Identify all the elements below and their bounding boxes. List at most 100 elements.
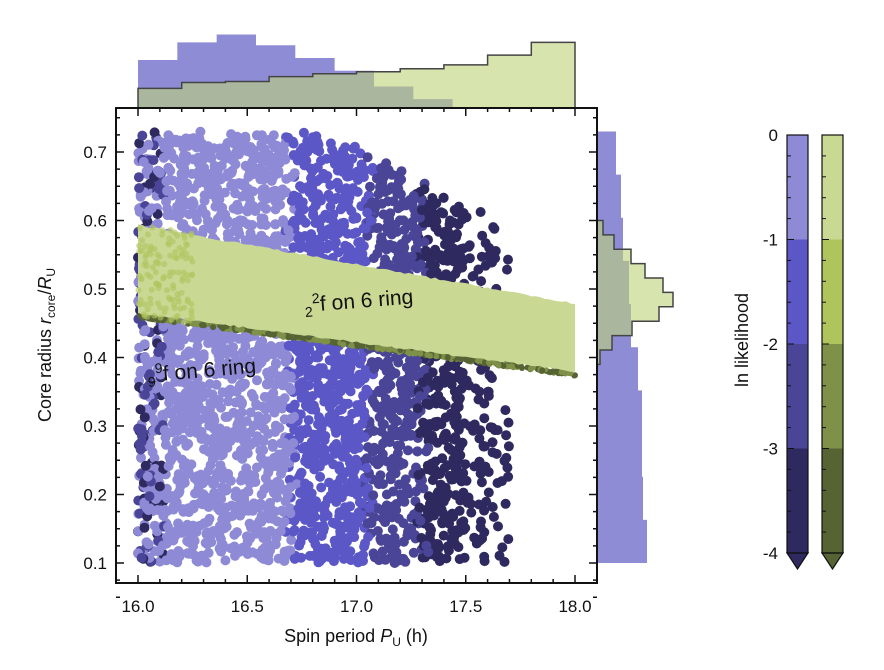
scatter-point-purple — [422, 372, 433, 383]
scatter-point-purple — [394, 460, 405, 471]
scatter-point-purple — [176, 221, 187, 231]
scatter-point-purple — [440, 412, 451, 423]
scatter-point-purple — [341, 430, 351, 441]
scatter-point-purple — [349, 532, 360, 543]
scatter-point-purple — [372, 248, 383, 259]
scatter-point-purple — [181, 199, 192, 210]
scatter-point-purple — [412, 403, 423, 414]
scatter-point-purple — [229, 541, 240, 552]
scatter-point-purple — [221, 514, 232, 525]
scatter-point-purple — [479, 413, 490, 424]
scatter-point-purple — [163, 130, 174, 141]
scatter-point-purple — [275, 199, 286, 210]
scatter-point-purple — [149, 453, 160, 464]
scatter-point-purple — [314, 412, 324, 423]
scatter-point-purple — [199, 195, 210, 206]
scatter-point-green — [153, 280, 159, 287]
scatter-point-purple — [145, 440, 156, 451]
scatter-point-purple — [205, 435, 216, 446]
scatter-point-purple — [309, 455, 320, 466]
scatter-point-purple — [386, 431, 397, 442]
scatter-point-purple — [353, 237, 364, 248]
scatter-point-purple — [134, 342, 145, 353]
scatter-point-purple — [249, 234, 260, 245]
scatter-point-purple — [475, 207, 486, 217]
scatter-point-purple — [348, 473, 359, 484]
scatter-point-purple — [416, 533, 427, 543]
scatter-point-purple — [335, 529, 346, 540]
scatter-point-purple — [294, 200, 305, 211]
scatter-point-purple — [338, 354, 349, 365]
scatter-point-purple — [139, 522, 150, 533]
scatter-point-purple — [467, 271, 478, 282]
scatter-point-purple — [487, 447, 498, 458]
scatter-point-purple — [490, 246, 501, 256]
scatter-point-purple — [203, 516, 213, 527]
scatter-point-purple — [196, 434, 207, 444]
scatter-point-purple — [398, 240, 409, 251]
scatter-point-purple — [279, 414, 290, 425]
scatter-point-purple — [413, 470, 424, 480]
scatter-point-purple — [157, 410, 168, 420]
scatter-point-purple — [225, 436, 236, 447]
scatter-point-purple — [475, 522, 486, 533]
scatter-point-purple — [236, 369, 246, 380]
scatter-point-purple — [339, 382, 350, 393]
scatter-point-purple — [429, 464, 440, 475]
scatter-point-purple — [167, 209, 178, 220]
scatter-point-purple — [203, 217, 214, 228]
scatter-point-purple — [206, 537, 217, 548]
scatter-point-purple — [333, 394, 344, 405]
scatter-point-purple — [238, 180, 249, 191]
scatter-point-purple — [222, 228, 233, 239]
scatter-point-purple — [443, 442, 454, 453]
scatter-point-purple — [298, 127, 309, 138]
scatter-point-purple — [233, 225, 244, 236]
scatter-point-purple — [256, 516, 267, 527]
scatter-point-purple — [171, 497, 182, 508]
scatter-point-purple — [396, 383, 407, 394]
scatter-point-green-edge — [251, 329, 258, 336]
scatter-point-purple — [339, 485, 350, 496]
scatter-point-purple — [309, 190, 320, 201]
scatter-point-purple — [327, 210, 338, 220]
scatter-point-green-edge — [424, 351, 431, 358]
scatter-point-purple — [306, 176, 317, 187]
scatter-point-green — [165, 240, 172, 247]
scatter-point-purple — [223, 396, 234, 407]
scatter-point-purple — [431, 539, 442, 549]
scatter-point-purple — [144, 491, 155, 502]
colorbar-purple-segment — [787, 344, 808, 449]
scatter-point-purple — [318, 168, 329, 179]
scatter-point-purple — [163, 162, 174, 173]
scatter-point-purple — [157, 540, 168, 551]
scatter-point-purple — [162, 381, 173, 392]
scatter-point-purple — [238, 470, 248, 480]
scatter-point-purple — [289, 411, 299, 422]
scatter-point-purple — [220, 555, 231, 566]
scatter-point-purple — [388, 241, 399, 252]
scatter-point-purple — [257, 215, 267, 226]
scatter-point-purple — [136, 552, 147, 563]
scatter-point-purple — [134, 183, 145, 194]
scatter-point-purple — [444, 271, 455, 282]
scatter-point-purple — [260, 459, 271, 470]
scatter-point-green-edge — [539, 367, 546, 374]
scatter-point-purple — [152, 381, 163, 392]
scatter-point-purple — [356, 498, 367, 509]
scatter-point-purple — [188, 183, 199, 194]
y-tick-label: 0.7 — [83, 143, 107, 162]
scatter-point-purple — [241, 431, 252, 442]
scatter-point-purple — [497, 542, 508, 553]
scatter-point-green — [151, 312, 158, 319]
scatter-point-purple — [285, 482, 296, 493]
scatter-point-purple — [289, 525, 300, 536]
colorbar-purple-segment — [787, 239, 808, 344]
scatter-point-purple — [297, 382, 308, 393]
scatter-point-purple — [290, 191, 301, 202]
scatter-point-purple — [257, 153, 268, 164]
scatter-point-purple — [204, 379, 215, 389]
scatter-point-purple — [169, 353, 179, 364]
scatter-point-purple — [393, 513, 404, 524]
scatter-point-purple — [274, 478, 285, 489]
